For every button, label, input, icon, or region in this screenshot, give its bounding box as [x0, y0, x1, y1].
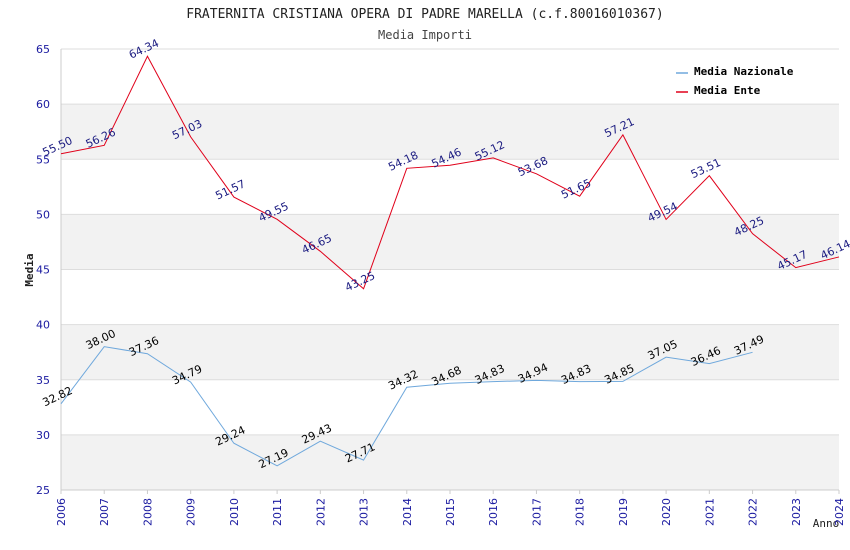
- y-tick-label: 55: [36, 153, 50, 166]
- x-tick-label: 2016: [487, 498, 500, 526]
- x-tick-label: 2014: [401, 498, 414, 526]
- x-tick-label: 2021: [703, 498, 716, 526]
- x-tick-label: 2024: [833, 498, 846, 526]
- y-axis-ticks: 25 30 35 40 45 50 55 60 65: [36, 43, 50, 497]
- y-tick-label: 50: [36, 208, 50, 221]
- x-tick-label: 2015: [444, 498, 457, 526]
- plot-background-bands: [61, 49, 839, 490]
- legend-box: [669, 60, 809, 101]
- y-tick-label: 65: [36, 43, 50, 56]
- legend-label-media-nazionale: Media Nazionale: [694, 65, 794, 78]
- x-tick-label: 2013: [358, 498, 371, 526]
- plot-band: [61, 159, 839, 215]
- y-tick-label: 60: [36, 98, 50, 111]
- plot-band: [61, 379, 839, 435]
- y-tick-label: 25: [36, 484, 50, 497]
- x-tick-label: 2023: [790, 498, 803, 526]
- x-tick-label: 2022: [747, 498, 760, 526]
- x-tick-label: 2011: [271, 498, 284, 526]
- x-tick-label: 2006: [55, 498, 68, 526]
- x-tick-label: 2010: [228, 498, 241, 526]
- y-tick-label: 45: [36, 264, 50, 277]
- legend: Media Nazionale Media Ente: [669, 60, 809, 101]
- x-tick-label: 2012: [314, 498, 327, 526]
- y-axis-label: Media: [23, 253, 36, 286]
- x-tick-label: 2018: [574, 498, 587, 526]
- x-tick-label: 2017: [530, 498, 543, 526]
- x-tick-label: 2007: [98, 498, 111, 526]
- plot-band: [61, 104, 839, 160]
- y-tick-label: 40: [36, 319, 50, 332]
- plot-band: [61, 269, 839, 325]
- x-tick-label: 2008: [141, 498, 154, 526]
- x-tick-label: 2019: [617, 498, 630, 526]
- plot-band: [61, 434, 839, 490]
- plot-band: [61, 324, 839, 380]
- x-axis-label: Anno: [813, 517, 840, 530]
- plot-band: [61, 214, 839, 270]
- series-line-media-nazionale: [60, 346, 753, 467]
- series-line-media-ente: [60, 55, 840, 290]
- series-group: [60, 55, 840, 467]
- y-tick-label: 30: [36, 429, 50, 442]
- chart-title: FRATERNITA CRISTIANA OPERA DI PADRE MARE…: [186, 7, 663, 22]
- x-tick-label: 2020: [660, 498, 673, 526]
- chart-subtitle: Media Importi: [378, 28, 472, 42]
- x-axis-ticks: 2006 2007 2008 2009 2010 2011 2012 2013 2014 2015…: [55, 490, 846, 526]
- y-tick-label: 35: [36, 374, 50, 387]
- x-tick-label: 2009: [185, 498, 198, 526]
- legend-label-media-ente: Media Ente: [694, 84, 761, 97]
